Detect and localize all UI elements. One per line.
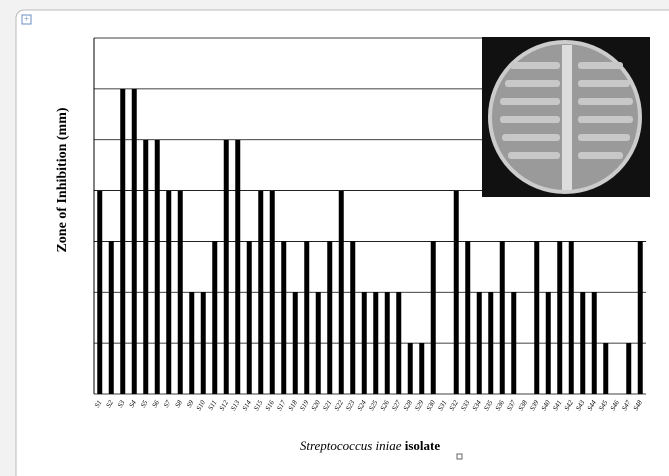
x-tick-label: S11: [207, 399, 219, 412]
inset-photo: [482, 37, 650, 197]
bar: [200, 292, 206, 394]
bar: [304, 241, 310, 394]
x-label-italic: Streptococcus iniae: [300, 438, 402, 453]
bar: [603, 343, 609, 394]
bar: [166, 190, 172, 394]
bar: [292, 292, 298, 394]
x-label-rest: isolate: [405, 438, 441, 453]
bar: [361, 292, 367, 394]
bar: [626, 343, 632, 394]
bar: [534, 241, 540, 394]
bar: [476, 292, 482, 394]
x-tick-label: S7: [162, 399, 173, 409]
x-tick-label: S8: [174, 399, 185, 409]
bar: [120, 88, 126, 394]
bar: [545, 292, 551, 394]
bar: [350, 241, 356, 394]
bar: [384, 292, 390, 394]
bar: [488, 292, 494, 394]
x-tick-label: S4: [128, 399, 139, 409]
bar: [154, 139, 160, 394]
bar: [591, 292, 597, 394]
bar: [453, 190, 459, 394]
x-tick-label: S1: [93, 399, 103, 409]
bar: [143, 139, 149, 394]
bar: [327, 241, 333, 394]
bar: [407, 343, 413, 394]
bar: [338, 190, 344, 394]
move-icon: +: [24, 14, 29, 24]
bar: [97, 190, 103, 394]
bar: [419, 343, 425, 394]
bar: [108, 241, 114, 394]
y-axis-label: Zone of Inhibition (mm): [55, 107, 70, 252]
bar: [430, 241, 436, 394]
bar: [235, 139, 241, 394]
bar: [269, 190, 275, 394]
x-tick-label: S3: [116, 399, 127, 409]
x-tick-label: S9: [185, 399, 196, 409]
bar: [315, 292, 321, 394]
bar: [258, 190, 264, 394]
bar: [396, 292, 402, 394]
bar: [246, 241, 252, 394]
x-tick-label: S5: [139, 399, 150, 409]
bar: [580, 292, 586, 394]
bar: [557, 241, 563, 394]
bar: [131, 88, 137, 394]
move-handle[interactable]: [21, 14, 32, 25]
bar: [373, 292, 379, 394]
bar: [465, 241, 471, 394]
x-axis-label: Streptococcus iniae isolate: [300, 438, 441, 453]
bar: [511, 292, 517, 394]
bar: [568, 241, 574, 394]
bar: [637, 241, 643, 394]
bar: [499, 241, 505, 394]
resize-handle[interactable]: [456, 453, 463, 460]
bar: [189, 292, 195, 394]
bar: [177, 190, 183, 394]
x-tick-label: S6: [151, 399, 162, 409]
bar: [212, 241, 218, 394]
bar: [223, 139, 229, 394]
bar: [281, 241, 287, 394]
x-tick-label: S2: [105, 399, 116, 409]
